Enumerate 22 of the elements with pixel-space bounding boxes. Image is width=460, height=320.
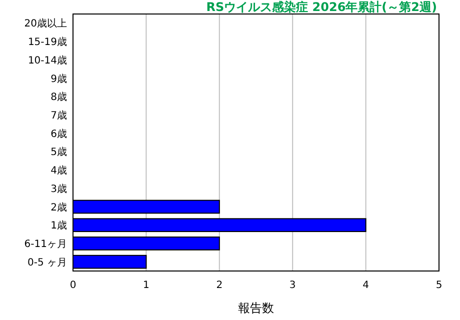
y-tick-label: 20歳以上	[24, 18, 67, 30]
x-tick-label: 1	[143, 280, 150, 291]
y-tick-label: 0-5 ヶ月	[27, 257, 67, 268]
y-tick-label: 2歳	[50, 201, 67, 214]
y-tick-label: 6-11ヶ月	[24, 238, 67, 250]
y-tick-label: 8歳	[50, 91, 67, 104]
chart-title: RSウイルス感染症 2026年累計(～第2週)	[206, 0, 437, 14]
y-tick-label: 7歳	[50, 109, 67, 122]
x-tick-label: 5	[436, 280, 442, 291]
y-tick-label: 10-14歳	[28, 54, 67, 66]
y-tick-label: 5歳	[50, 146, 67, 158]
x-tick-label: 3	[289, 280, 296, 291]
y-tick-label: 3歳	[50, 182, 67, 195]
x-tick-label: 2	[216, 280, 223, 291]
y-tick-label: 4歳	[50, 164, 67, 177]
x-axis-title: 報告数	[238, 301, 274, 315]
y-tick-label: 1歳	[50, 220, 67, 232]
y-tick-label: 15-19歳	[28, 36, 67, 48]
x-tick-label: 0	[70, 280, 76, 291]
y-tick-label: 6歳	[50, 128, 67, 140]
y-tick-label: 9歳	[50, 72, 67, 85]
x-tick-label: 4	[362, 280, 369, 291]
